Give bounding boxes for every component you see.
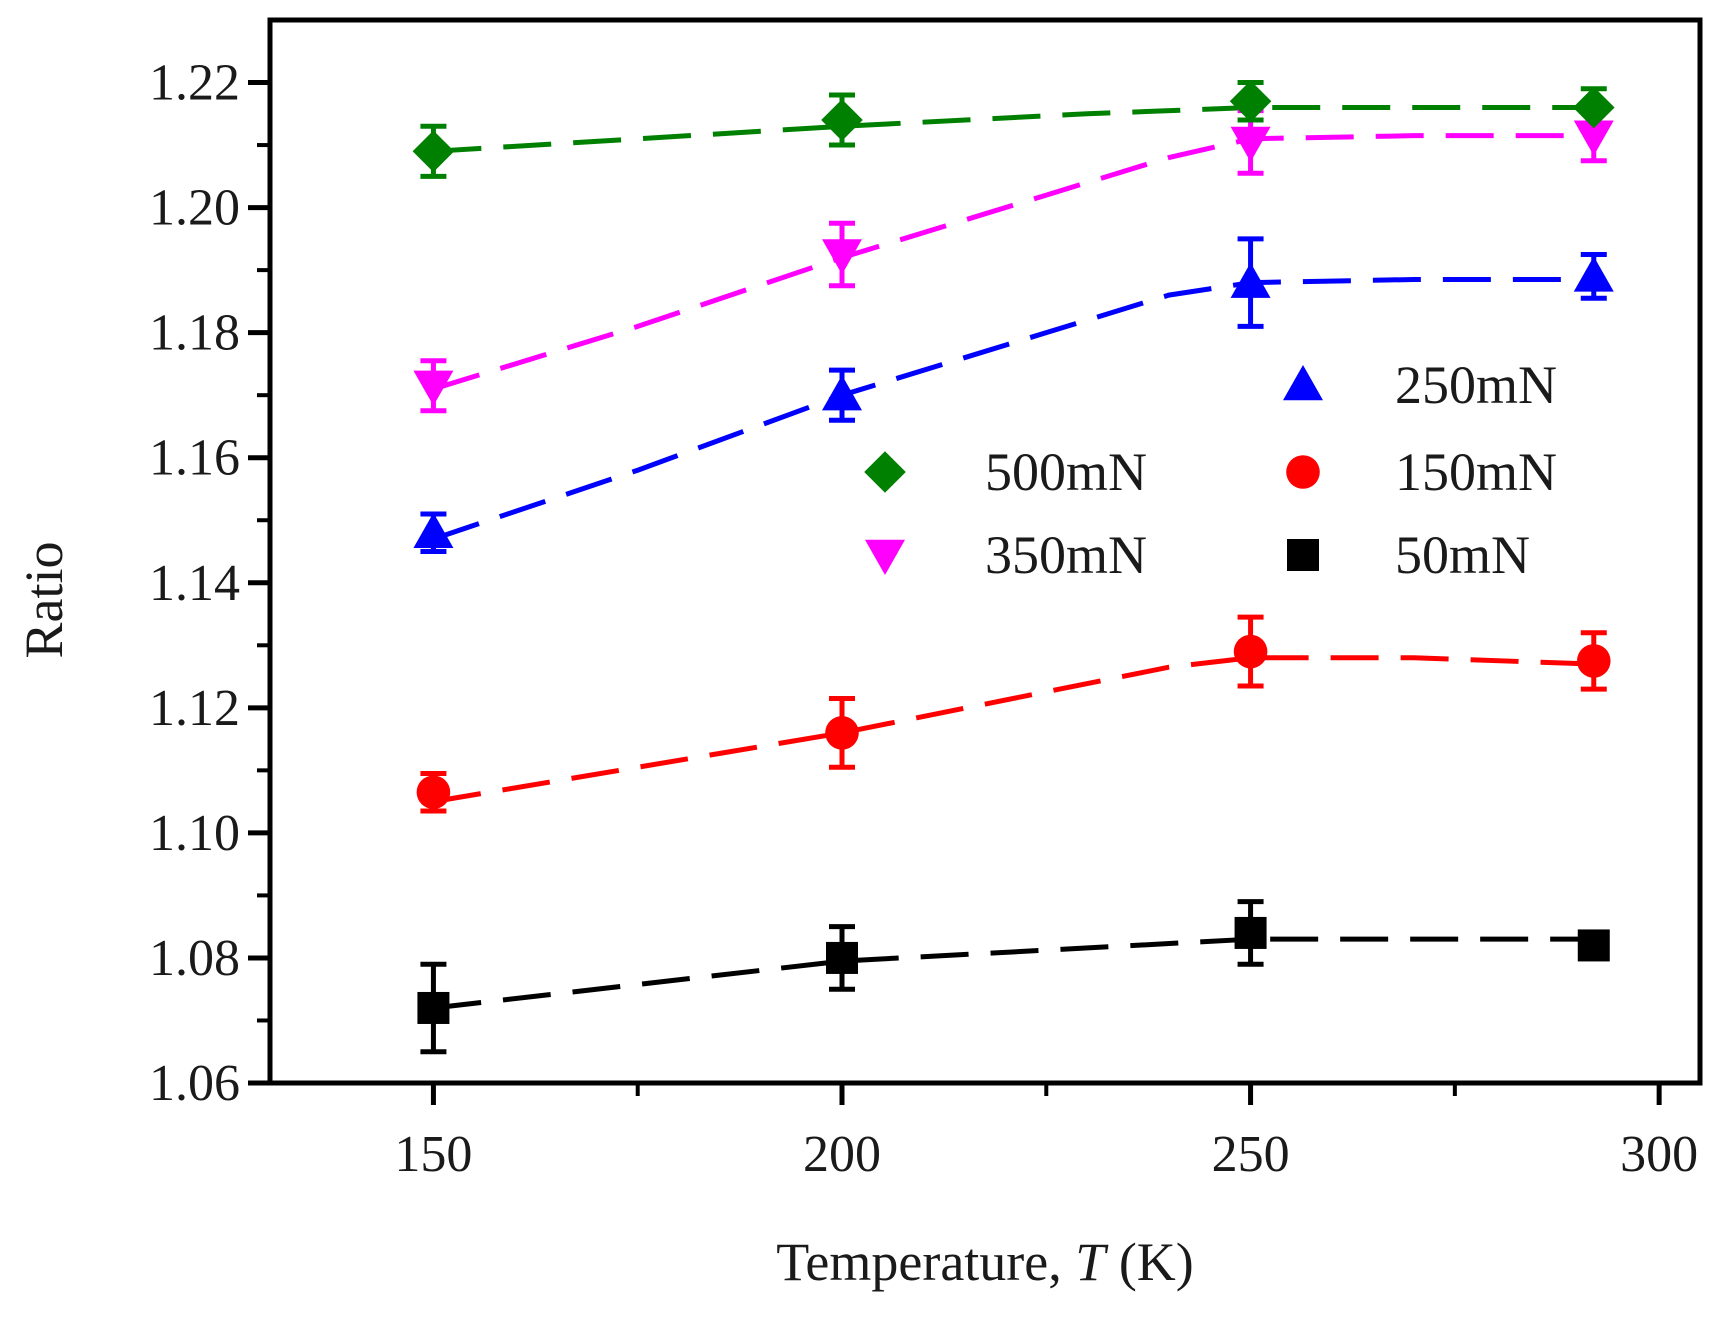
y-tick-label: 1.12: [149, 680, 240, 737]
legend-marker-350mN: [865, 539, 905, 575]
plot-frame: [267, 17, 1703, 1086]
fit-line-500mN: [433, 105, 1594, 154]
data-point-350mN: [413, 370, 454, 406]
data-point-500mN: [412, 130, 455, 173]
fit-line-50mN: [433, 936, 1594, 1011]
data-point-350mN: [822, 239, 862, 275]
x-axis-title: Temperature, T (K): [776, 1232, 1194, 1292]
x-tick-label: 200: [803, 1126, 881, 1183]
data-point-50mN: [1577, 929, 1610, 962]
data-point-150mN: [416, 775, 451, 810]
x-tick-label: 300: [1620, 1126, 1698, 1183]
x-tick-label: 250: [1212, 1126, 1290, 1183]
y-tick-label: 1.10: [149, 805, 240, 862]
y-tick-label: 1.20: [149, 180, 240, 237]
y-axis-title: Ratio: [14, 542, 74, 659]
legend-label-50mN: 50mN: [1395, 525, 1530, 585]
fit-line-150mN: [433, 655, 1594, 805]
data-point-350mN: [1573, 120, 1614, 156]
fit-lines: [432, 105, 1594, 1011]
x-axis-title-variable: T: [1075, 1232, 1109, 1292]
x-tick-label: 150: [394, 1126, 472, 1183]
y-tick-label: 1.18: [149, 305, 240, 362]
data-markers: [412, 80, 1615, 1024]
legend-marker-50mN: [1287, 539, 1319, 571]
y-tick-label: 1.06: [149, 1055, 240, 1112]
data-point-50mN: [826, 941, 858, 974]
data-point-250mN: [1230, 262, 1271, 298]
y-tick-label: 1.22: [149, 55, 240, 112]
y-tick-label: 1.08: [149, 930, 240, 987]
y-tick-label: 1.16: [149, 430, 240, 487]
legend: 250mN 500mN 150mN 350mN 50mN: [864, 355, 1557, 585]
y-tick-label: 1.14: [149, 555, 240, 612]
fit-line-250mN: [432, 276, 1594, 542]
data-point-50mN: [417, 991, 450, 1024]
x-axis-ticks: 150 200 250 300: [394, 1083, 1698, 1183]
data-point-150mN: [825, 716, 859, 750]
data-point-500mN: [821, 99, 863, 141]
y-axis-ticks: 1.06 1.08 1.10 1.12 1.14 1.16 1.18 1.20 1.22: [149, 55, 270, 1112]
data-point-500mN: [1572, 86, 1615, 129]
data-point-50mN: [1234, 916, 1267, 949]
legend-label-250mN: 250mN: [1395, 355, 1557, 415]
data-point-150mN: [1576, 644, 1611, 678]
x-axis-title-suffix: (K): [1105, 1232, 1193, 1292]
data-point-350mN: [1230, 126, 1271, 162]
x-axis-title-prefix: Temperature,: [776, 1232, 1075, 1292]
legend-marker-150mN: [1286, 455, 1320, 489]
data-point-150mN: [1233, 634, 1268, 669]
legend-label-350mN: 350mN: [985, 525, 1147, 585]
data-point-250mN: [1573, 256, 1614, 292]
data-point-250mN: [413, 512, 454, 548]
legend-label-500mN: 500mN: [985, 442, 1147, 502]
data-point-500mN: [1229, 80, 1272, 123]
data-point-250mN: [822, 375, 862, 411]
fit-line-350mN: [432, 133, 1594, 392]
legend-marker-250mN: [1283, 365, 1323, 401]
legend-marker-500mN: [864, 451, 906, 493]
legend-label-150mN: 150mN: [1395, 442, 1557, 502]
